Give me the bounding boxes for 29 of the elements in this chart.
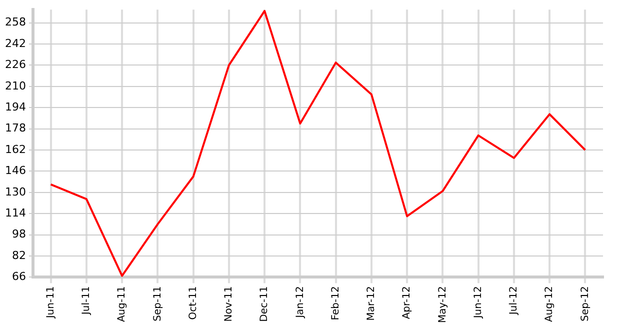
x-tick-label: Jul-11 bbox=[81, 286, 92, 316]
x-tick-label: Nov-11 bbox=[224, 286, 235, 322]
x-tick-label: Mar-12 bbox=[366, 286, 378, 321]
x-tick-label: Jul-12 bbox=[508, 286, 520, 316]
x-tick-label: Feb-12 bbox=[330, 286, 342, 320]
y-tick-label: 114 bbox=[4, 206, 26, 220]
y-tick-label: 98 bbox=[12, 228, 26, 241]
x-tick-label: Oct-11 bbox=[188, 286, 199, 320]
x-tick-label: Jun-11 bbox=[45, 286, 56, 320]
x-tick-label: Aug-11 bbox=[116, 286, 128, 322]
y-tick-label: 194 bbox=[4, 100, 26, 114]
y-tick-label: 258 bbox=[4, 16, 26, 29]
y-tick-label: 66 bbox=[12, 270, 26, 284]
x-tick-label: Dec-11 bbox=[259, 286, 270, 322]
y-tick-label: 242 bbox=[4, 36, 26, 50]
x-tick-label: Aug-12 bbox=[544, 286, 556, 322]
y-tick-label: 146 bbox=[4, 164, 26, 178]
x-tick-label: Sep-11 bbox=[152, 286, 164, 322]
x-tick-label: Apr-12 bbox=[402, 286, 413, 320]
y-tick-label: 162 bbox=[4, 142, 26, 156]
x-tick-label: May-12 bbox=[437, 286, 448, 324]
y-tick-label: 82 bbox=[12, 248, 26, 262]
x-tick-label: Jan-12 bbox=[294, 286, 306, 319]
y-tick-label: 210 bbox=[4, 79, 26, 92]
x-tick-label: Sep-12 bbox=[580, 286, 591, 322]
y-tick-label: 178 bbox=[4, 122, 26, 135]
x-tick-label: Jun-12 bbox=[472, 286, 484, 320]
y-tick-label: 226 bbox=[4, 58, 26, 72]
y-tick-label: 130 bbox=[4, 185, 26, 198]
